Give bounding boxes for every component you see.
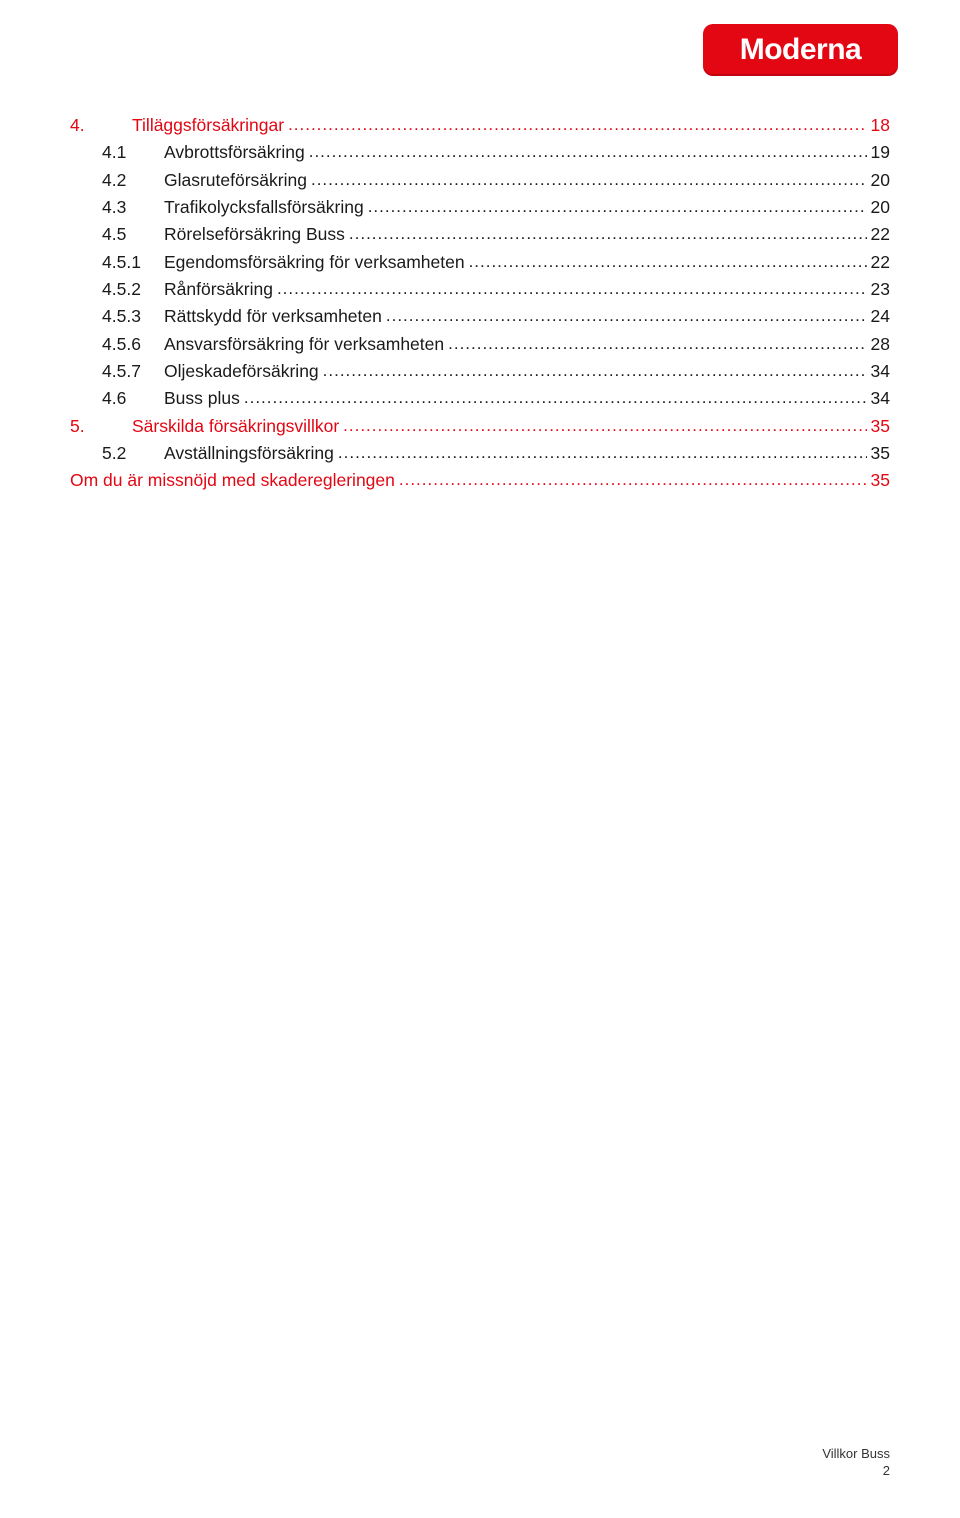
toc-entry-title: Egendomsförsäkring för verksamheten (164, 249, 465, 276)
toc-entry: 4.5.2Rånförsäkring 23 (70, 276, 890, 303)
toc-entry: 4.1Avbrottsförsäkring 19 (70, 139, 890, 166)
toc-leader-dots (368, 194, 867, 221)
toc-entry-number: 4.2 (70, 167, 164, 194)
toc-entry-page: 34 (871, 385, 890, 412)
toc-entry: 4.5.6 Ansvarsförsäkring för verksamheten… (70, 331, 890, 358)
toc-entry-number: 4. (70, 112, 132, 139)
toc-entry-page: 19 (871, 139, 890, 166)
toc-entry-number: 5. (70, 413, 132, 440)
toc-leader-dots (399, 467, 867, 494)
toc-entry: 4.5.3Rättskydd för verksamheten 24 (70, 303, 890, 330)
toc-entry-number: 4.5.7 (70, 358, 164, 385)
toc-entry-number: 4.5.1 (70, 249, 164, 276)
toc-leader-dots (386, 303, 867, 330)
toc-entry-title: Särskilda försäkringsvillkor (132, 413, 339, 440)
toc-entry-title: Rörelseförsäkring Buss (164, 221, 345, 248)
toc-entry-page: 24 (871, 303, 890, 330)
toc-entry-title: Rånförsäkring (164, 276, 273, 303)
toc-entry-number: 4.3 (70, 194, 164, 221)
toc-entry-page: 35 (871, 413, 890, 440)
toc-entry-page: 22 (871, 249, 890, 276)
toc-entry-page: 20 (871, 194, 890, 221)
toc-entry-number: 5.2 (70, 440, 164, 467)
toc-leader-dots (311, 167, 867, 194)
brand-logo-text: Moderna (740, 33, 862, 67)
toc-entry-page: 35 (871, 440, 890, 467)
toc-leader-dots (343, 413, 866, 440)
toc-entry: 4.2Glasruteförsäkring 20 (70, 167, 890, 194)
toc-entry-number: 4.6 (70, 385, 164, 412)
page-footer: Villkor Buss 2 (822, 1445, 890, 1480)
toc-entry-number: 4.5.2 (70, 276, 164, 303)
toc-entry-title: Oljeskadeförsäkring (164, 358, 319, 385)
toc-entry-number: 4.5 (70, 221, 164, 248)
toc-entry-page: 23 (871, 276, 890, 303)
toc-entry-title: Buss plus (164, 385, 240, 412)
toc-entry-title: Avbrottsförsäkring (164, 139, 305, 166)
toc-entry-number: 4.5.3 (70, 303, 164, 330)
toc-leader-dots (323, 358, 867, 385)
toc-entry-title: Glasruteförsäkring (164, 167, 307, 194)
toc-leader-dots (338, 440, 867, 467)
toc-entry-title: Trafikolycksfallsförsäkring (164, 194, 364, 221)
toc-entry: 5.2Avställningsförsäkring 35 (70, 440, 890, 467)
toc-entry-number: 4.5.6 (70, 331, 164, 358)
toc-leader-dots (277, 276, 867, 303)
toc-entry-page: 18 (871, 112, 890, 139)
toc-leader-dots (349, 221, 867, 248)
toc-entry: 4.5.7Oljeskadeförsäkring 34 (70, 358, 890, 385)
toc-entry-title: Ansvarsförsäkring för verksamheten (164, 331, 444, 358)
toc-entry: 4.6Buss plus 34 (70, 385, 890, 412)
toc-entry-page: 20 (871, 167, 890, 194)
toc-entry-page: 35 (871, 467, 890, 494)
toc-entry-title: Avställningsförsäkring (164, 440, 334, 467)
toc-entry-page: 22 (871, 221, 890, 248)
toc-entry: 5.Särskilda försäkringsvillkor 35 (70, 413, 890, 440)
toc-entry: 4.3Trafikolycksfallsförsäkring 20 (70, 194, 890, 221)
footer-doc-title: Villkor Buss (822, 1445, 890, 1463)
toc-entry-page: 34 (871, 358, 890, 385)
toc-entry-page: 28 (871, 331, 890, 358)
table-of-contents: 4.Tilläggsförsäkringar184.1Avbrottsförsä… (70, 112, 890, 495)
toc-leader-dots (469, 249, 867, 276)
brand-logo: Moderna (703, 24, 898, 76)
toc-entry: 4.Tilläggsförsäkringar 18 (70, 112, 890, 139)
toc-entry-number: 4.1 (70, 139, 164, 166)
toc-entry: Om du är missnöjd med skaderegleringen 35 (70, 467, 890, 494)
toc-entry: 4.5Rörelseförsäkring Buss 22 (70, 221, 890, 248)
toc-entry-title: Tilläggsförsäkringar (132, 112, 284, 139)
toc-leader-dots (244, 385, 867, 412)
footer-page-number: 2 (822, 1462, 890, 1480)
toc-entry-title: Rättskydd för verksamheten (164, 303, 382, 330)
toc-leader-dots (309, 139, 867, 166)
toc-entry: 4.5.1Egendomsförsäkring för verksamheten… (70, 249, 890, 276)
toc-leader-dots (288, 112, 866, 139)
toc-leader-dots (448, 331, 866, 358)
toc-entry-title: Om du är missnöjd med skaderegleringen (70, 467, 395, 494)
